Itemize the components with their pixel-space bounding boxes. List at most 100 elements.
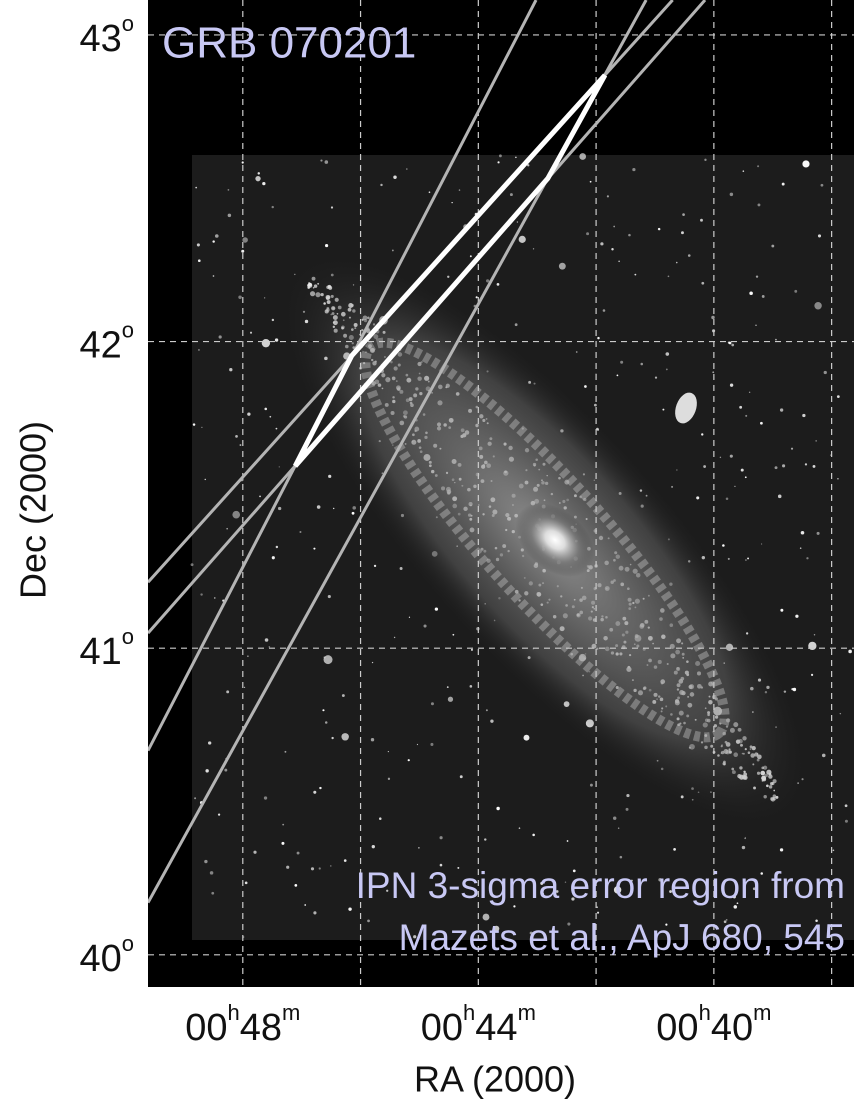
star xyxy=(428,191,431,194)
star xyxy=(665,368,668,371)
star xyxy=(241,249,245,253)
star xyxy=(734,485,736,488)
star xyxy=(794,289,798,293)
tick-number: 41 xyxy=(79,631,121,673)
star xyxy=(696,496,700,500)
star xyxy=(249,331,253,334)
star xyxy=(729,383,734,387)
tick-hours: 00 xyxy=(185,1007,227,1049)
star xyxy=(263,297,266,299)
star xyxy=(567,922,571,926)
star xyxy=(268,646,271,648)
star xyxy=(373,564,377,568)
star xyxy=(532,833,535,837)
star xyxy=(470,648,473,651)
star xyxy=(564,881,567,883)
star xyxy=(226,690,230,694)
star xyxy=(589,783,593,787)
star xyxy=(406,168,408,170)
star xyxy=(703,465,707,468)
star xyxy=(747,557,749,560)
star xyxy=(814,302,822,310)
star xyxy=(243,686,246,689)
star xyxy=(278,466,280,468)
x-axis-label: RA (2000) xyxy=(414,1059,576,1100)
star xyxy=(278,506,282,511)
star xyxy=(771,244,775,248)
star xyxy=(244,881,248,885)
star xyxy=(496,283,500,286)
star xyxy=(247,412,251,416)
star xyxy=(434,607,439,611)
tick-minutes: 48 xyxy=(240,1007,282,1049)
star xyxy=(740,468,744,472)
star xyxy=(262,181,266,186)
star xyxy=(681,231,684,235)
star xyxy=(630,879,633,882)
star xyxy=(341,733,349,741)
star xyxy=(198,348,200,351)
star xyxy=(791,688,794,691)
star xyxy=(351,511,355,515)
star xyxy=(757,165,760,168)
tick-degree: o xyxy=(122,931,134,956)
star xyxy=(658,878,662,882)
star xyxy=(760,421,763,425)
star xyxy=(799,547,802,549)
star xyxy=(704,158,707,161)
star xyxy=(284,750,287,753)
star xyxy=(484,838,487,841)
star xyxy=(211,891,215,895)
star xyxy=(430,742,434,746)
tick-number: 42 xyxy=(79,325,121,367)
star xyxy=(379,817,382,820)
star xyxy=(558,262,566,270)
star xyxy=(413,935,417,939)
star xyxy=(299,531,302,534)
star xyxy=(804,463,808,466)
star xyxy=(701,281,705,285)
star xyxy=(532,248,535,250)
star xyxy=(227,213,232,218)
star xyxy=(333,507,335,510)
star xyxy=(711,315,715,320)
star xyxy=(596,911,600,914)
star xyxy=(844,819,848,823)
star xyxy=(387,777,391,780)
star xyxy=(555,890,559,893)
star xyxy=(229,368,233,372)
star xyxy=(271,318,275,322)
star xyxy=(732,895,736,899)
y-tick-label: 43o xyxy=(79,11,134,60)
star xyxy=(839,712,842,715)
star xyxy=(722,544,725,547)
star xyxy=(626,793,630,798)
star xyxy=(304,904,307,906)
star xyxy=(527,164,530,167)
star xyxy=(575,351,578,353)
star xyxy=(330,206,334,209)
star xyxy=(294,883,298,887)
star xyxy=(632,167,636,172)
star xyxy=(323,655,333,665)
star xyxy=(235,435,238,438)
star xyxy=(795,614,799,618)
star xyxy=(733,905,738,909)
star xyxy=(451,201,453,204)
star xyxy=(790,447,794,450)
star xyxy=(802,160,810,168)
star xyxy=(725,919,728,921)
star xyxy=(352,506,356,510)
star xyxy=(264,407,268,411)
tick-degree: o xyxy=(122,11,134,36)
star xyxy=(387,750,389,753)
star xyxy=(286,865,290,869)
star xyxy=(457,866,460,869)
star xyxy=(775,338,777,341)
star xyxy=(238,295,242,300)
star xyxy=(459,775,463,779)
star xyxy=(566,840,569,842)
tick-degree: o xyxy=(122,317,134,342)
tick-hours: 00 xyxy=(421,1007,463,1049)
